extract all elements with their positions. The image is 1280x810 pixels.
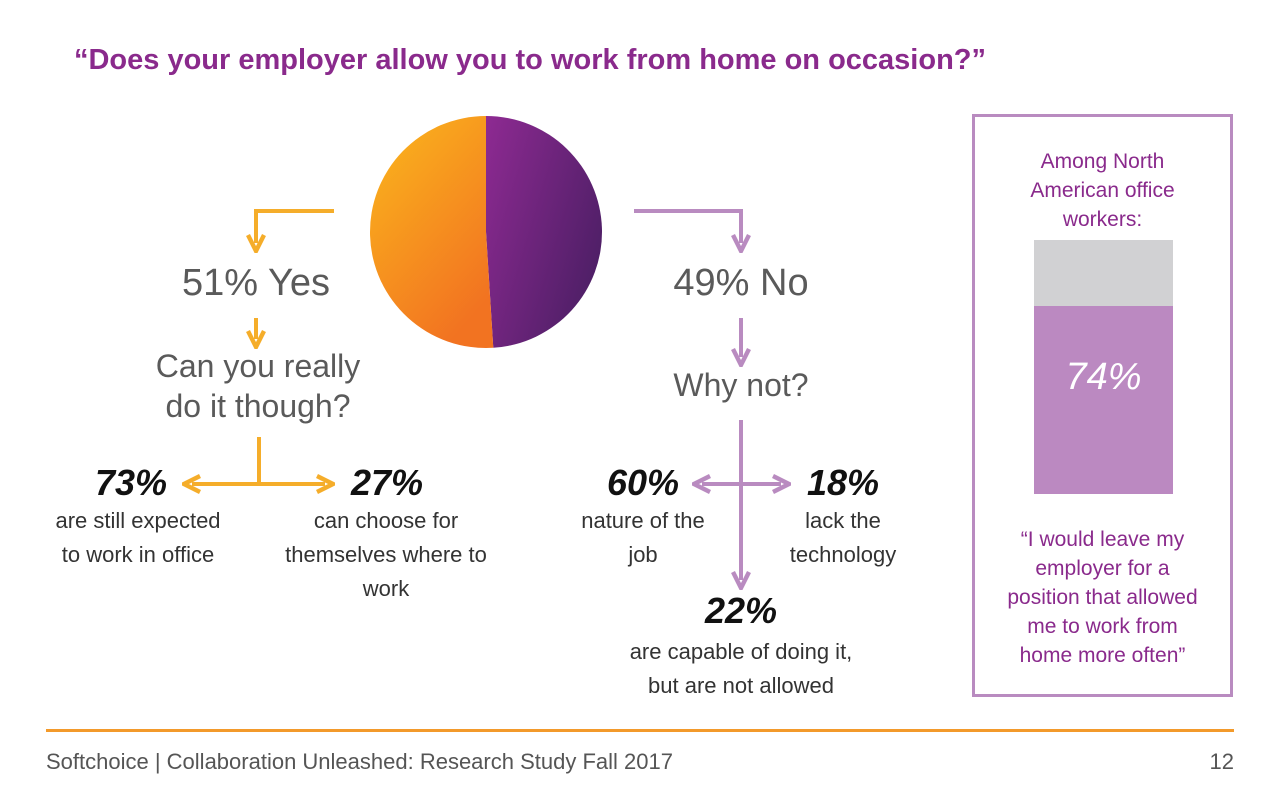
no-left-desc: nature of the job <box>581 508 705 567</box>
no-right-desc: lack the technology <box>789 508 897 567</box>
no-arrow-from-pie <box>634 209 741 243</box>
sidebar-bar-chart: 74% <box>1034 240 1173 494</box>
no-bottom-pct: 22% <box>704 590 778 631</box>
pie-slice-no <box>486 116 602 348</box>
no-headline: 49% No <box>673 262 809 304</box>
pie-chart <box>369 116 602 348</box>
yes-arrows <box>192 209 334 484</box>
yes-right-desc: can choose for themselves where to work <box>285 508 487 601</box>
footer-rule <box>46 729 1234 732</box>
no-question: Why not? <box>673 367 809 403</box>
sidebar-heading: Among North American office workers: <box>1030 150 1175 231</box>
no-left-pct: 60% <box>606 462 680 503</box>
yes-question: Can you really do it though? <box>155 348 361 424</box>
page-number: 12 <box>1209 749 1234 774</box>
bar-value-label: 74% <box>1065 356 1142 398</box>
yes-left-desc: are still expected to work in office <box>55 508 221 567</box>
no-right-pct: 18% <box>806 462 880 503</box>
sidebar-panel <box>972 114 1233 697</box>
yes-right-pct: 27% <box>350 462 424 503</box>
yes-headline: 51% Yes <box>182 262 330 304</box>
yes-arrow-from-pie <box>256 209 334 243</box>
no-arrows <box>634 209 781 580</box>
page-title: “Does your employer allow you to work fr… <box>73 44 987 76</box>
pie-slice-yes <box>369 116 494 348</box>
bar-fill <box>1034 306 1173 494</box>
yes-left-pct: 73% <box>94 462 168 503</box>
sidebar-quote: “I would leave my employer for a positio… <box>1007 528 1198 667</box>
footer-source: Softchoice | Collaboration Unleashed: Re… <box>46 749 673 774</box>
no-bottom-desc: are capable of doing it, but are not all… <box>629 639 853 698</box>
